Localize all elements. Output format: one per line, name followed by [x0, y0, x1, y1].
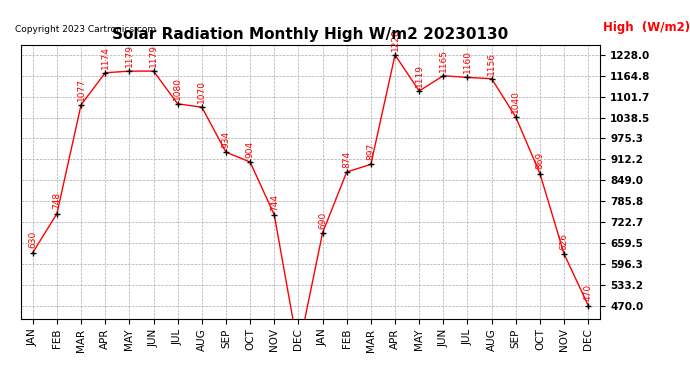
Text: 1070: 1070 [197, 80, 206, 103]
Text: 1156: 1156 [487, 51, 496, 75]
Text: 904: 904 [246, 141, 255, 158]
Text: 748: 748 [52, 192, 61, 210]
Text: 630: 630 [28, 231, 37, 249]
Text: High  (W/m2): High (W/m2) [603, 21, 690, 34]
Text: 335: 335 [0, 374, 1, 375]
Text: 626: 626 [560, 232, 569, 250]
Text: 690: 690 [318, 211, 327, 229]
Text: 1080: 1080 [173, 76, 182, 100]
Text: 470: 470 [584, 284, 593, 302]
Text: 1179: 1179 [125, 44, 134, 67]
Text: 744: 744 [270, 194, 279, 211]
Title: Solar Radiation Monthly High W/m2 20230130: Solar Radiation Monthly High W/m2 202301… [112, 27, 509, 42]
Text: 1119: 1119 [415, 64, 424, 87]
Text: 1165: 1165 [439, 49, 448, 72]
Text: 897: 897 [366, 143, 375, 160]
Text: 1160: 1160 [463, 50, 472, 73]
Text: 934: 934 [221, 131, 230, 148]
Text: 1174: 1174 [101, 46, 110, 69]
Text: 869: 869 [535, 152, 544, 170]
Text: 1228: 1228 [391, 28, 400, 51]
Text: 1040: 1040 [511, 90, 520, 113]
Text: 874: 874 [342, 151, 351, 168]
Text: 1179: 1179 [149, 44, 158, 67]
Text: 1077: 1077 [77, 78, 86, 101]
Text: Copyright 2023 Cartronics.com: Copyright 2023 Cartronics.com [15, 25, 156, 34]
